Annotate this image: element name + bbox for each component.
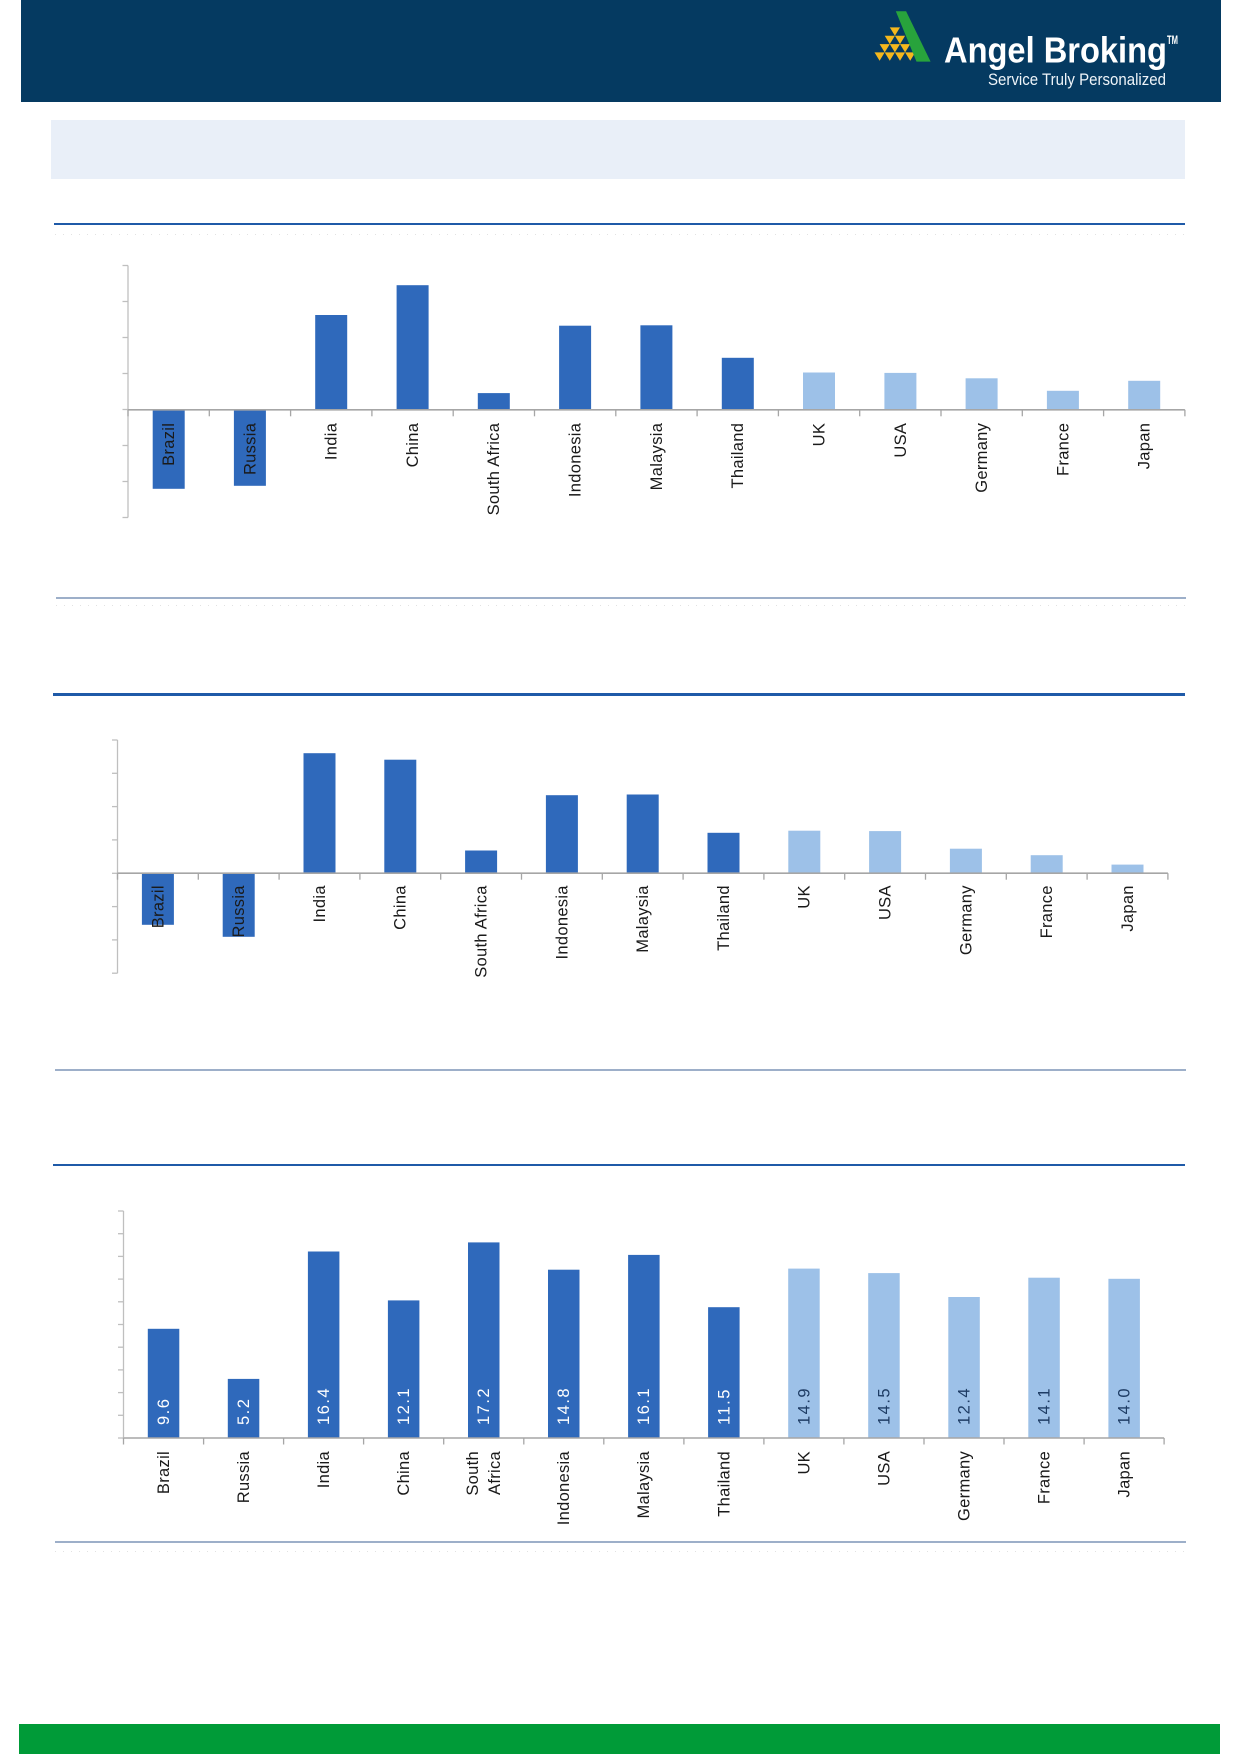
svg-text:South Africa: South Africa [473, 885, 491, 978]
svg-text:Germany: Germany [957, 885, 975, 955]
svg-text:Japan: Japan [1116, 1451, 1134, 1497]
svg-text:14.8: 14.8 [555, 1387, 573, 1425]
svg-text:France: France [1036, 1451, 1054, 1504]
svg-text:Thailand: Thailand [729, 423, 747, 489]
svg-text:India: India [315, 1450, 333, 1488]
svg-text:China: China [404, 422, 422, 467]
svg-text:India: India [311, 885, 329, 923]
svg-text:14.9: 14.9 [795, 1387, 813, 1425]
svg-text:Japan: Japan [1136, 423, 1154, 469]
svg-text:14.0: 14.0 [1116, 1387, 1134, 1425]
svg-text:14.1: 14.1 [1036, 1387, 1054, 1425]
svg-text:Brazil: Brazil [155, 1451, 173, 1494]
svg-text:USA: USA [892, 423, 910, 458]
svg-text:12.1: 12.1 [395, 1387, 413, 1425]
svg-text:Thailand: Thailand [715, 1451, 733, 1517]
svg-text:Thailand: Thailand [715, 885, 733, 951]
svg-text:Japan: Japan [1119, 885, 1137, 931]
svg-text:UK: UK [795, 1451, 813, 1475]
svg-text:Malaysia: Malaysia [634, 885, 652, 953]
svg-text:16.1: 16.1 [635, 1387, 653, 1425]
svg-text:Indonesia: Indonesia [555, 1450, 573, 1525]
svg-text:UK: UK [796, 885, 814, 909]
svg-text:Service Truly Personalized: Service Truly Personalized [988, 71, 1166, 89]
svg-text:China: China [392, 885, 410, 930]
svg-text:14.5: 14.5 [875, 1387, 893, 1425]
svg-text:Brazil: Brazil [160, 423, 178, 466]
svg-text:17.2: 17.2 [475, 1387, 493, 1425]
svg-text:Angel Broking: Angel Broking [944, 30, 1167, 71]
svg-text:12.4: 12.4 [955, 1387, 973, 1425]
svg-text:5.2: 5.2 [235, 1398, 253, 1425]
svg-text:Malaysia: Malaysia [648, 422, 666, 490]
svg-text:Indonesia: Indonesia [567, 422, 585, 497]
svg-text:Africa: Africa [486, 1450, 504, 1495]
svg-text:USA: USA [875, 1451, 893, 1486]
svg-text:TM: TM [1167, 35, 1178, 47]
svg-text:South: South [464, 1451, 482, 1496]
svg-text:UK: UK [810, 423, 828, 447]
svg-text:Russia: Russia [235, 1450, 253, 1503]
svg-text:16.4: 16.4 [315, 1387, 333, 1425]
svg-text:Brazil: Brazil [149, 885, 167, 928]
svg-text:11.5: 11.5 [715, 1388, 733, 1425]
svg-text:India: India [323, 422, 341, 460]
svg-text:South Africa: South Africa [485, 422, 503, 515]
svg-text:China: China [395, 1450, 413, 1495]
svg-text:France: France [1038, 885, 1056, 938]
svg-text:France: France [1054, 423, 1072, 476]
svg-text:Russia: Russia [230, 885, 248, 938]
svg-text:Germany: Germany [955, 1451, 973, 1521]
svg-text:9.6: 9.6 [155, 1398, 173, 1425]
svg-text:Indonesia: Indonesia [553, 885, 571, 960]
svg-text:Russia: Russia [241, 422, 259, 475]
svg-text:Germany: Germany [973, 422, 991, 492]
svg-text:Malaysia: Malaysia [635, 1450, 653, 1518]
svg-text:USA: USA [877, 885, 895, 920]
